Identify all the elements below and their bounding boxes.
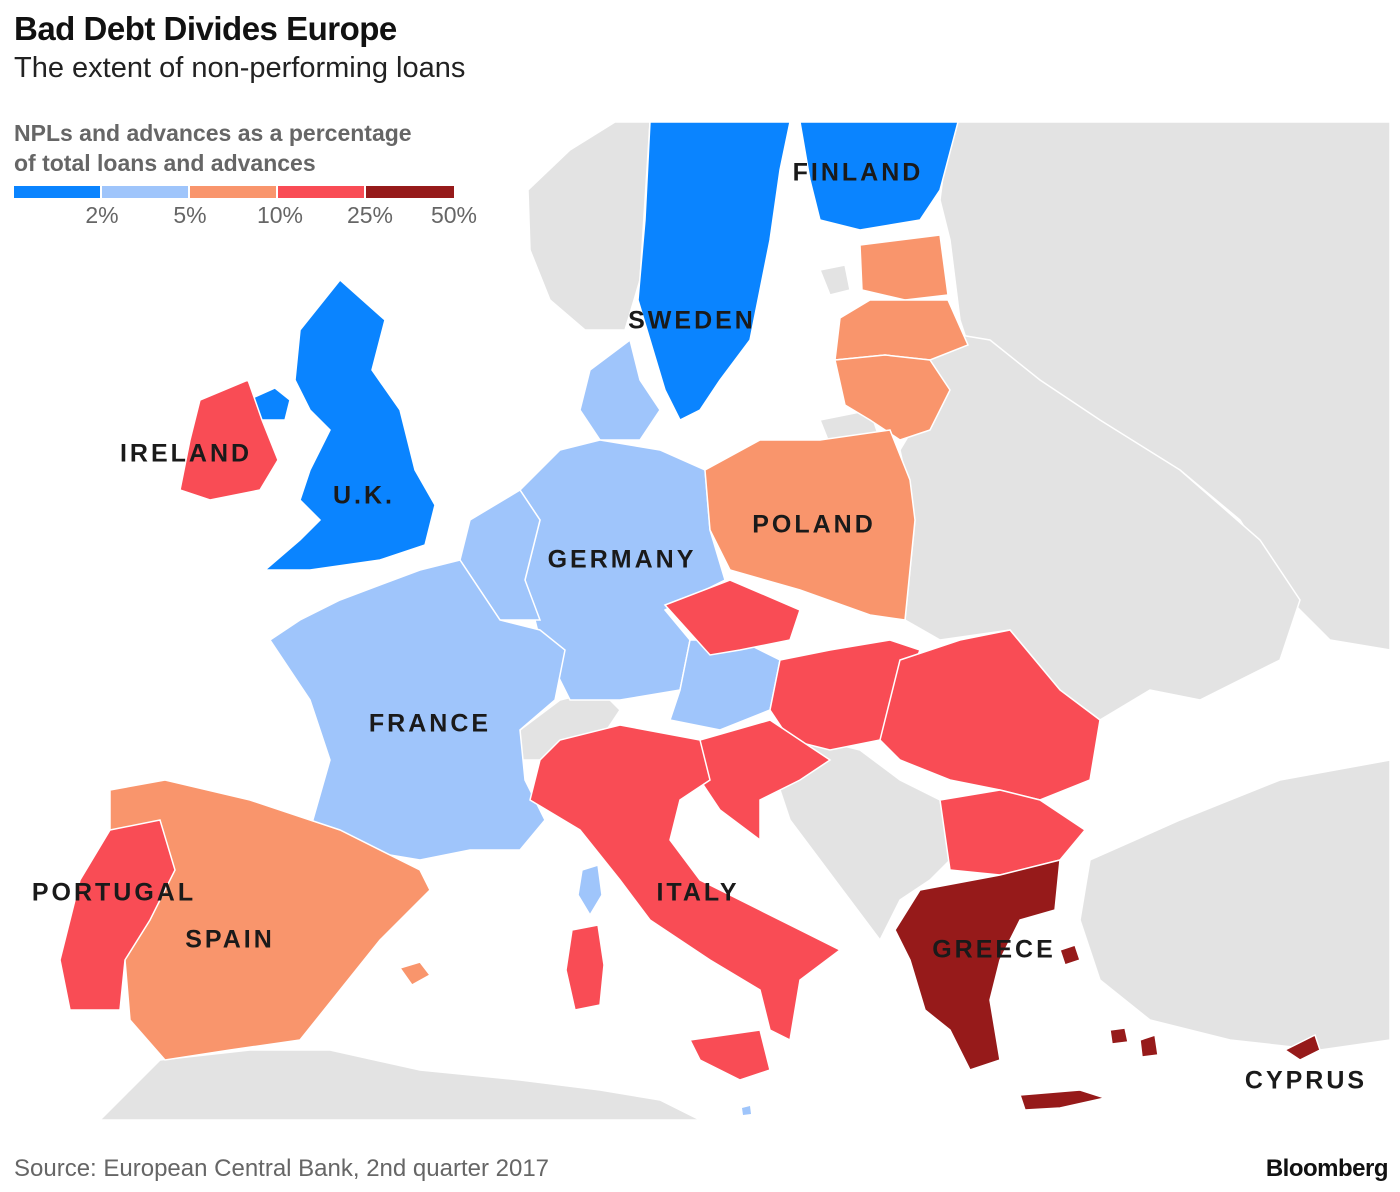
country-czech — [663, 579, 801, 656]
country-sweden — [637, 121, 791, 422]
label-sweden: SWEDEN — [628, 306, 756, 335]
legend: NPLs and advances as a percentage of tot… — [14, 118, 494, 230]
label-cyprus: CYPRUS — [1244, 1066, 1368, 1095]
bin-10-to-25 — [59, 379, 1101, 1081]
country-bulgaria — [939, 789, 1087, 876]
legend-tick-label: 10% — [256, 202, 304, 228]
label-portugal: PORTUGAL — [31, 878, 197, 907]
country-corsica — [577, 864, 603, 917]
chart-title: Bad Debt Divides Europe — [14, 10, 397, 47]
country-croatia-slovenia — [699, 719, 832, 842]
source-note: Source: European Central Bank, 2nd quart… — [14, 1155, 550, 1182]
country-france — [268, 559, 566, 861]
label-italy: ITALY — [656, 878, 740, 907]
bin-2-to-5-minor — [742, 1106, 751, 1115]
label-uk: U.K. — [333, 481, 395, 510]
bin-25-to-50 — [894, 859, 1321, 1111]
country-romania — [879, 629, 1101, 801]
bin-under-2 — [246, 121, 959, 571]
country-uk — [262, 278, 436, 571]
label-france: FRANCE — [368, 709, 492, 738]
country-lithuania — [834, 354, 951, 441]
country-balearic — [398, 961, 432, 986]
country-portugal — [59, 819, 176, 1011]
land-norway — [527, 121, 651, 331]
label-ireland: IRELAND — [119, 439, 253, 468]
country-estonia — [859, 234, 949, 301]
land-baltic-isle — [818, 264, 851, 296]
chart-subtitle: The extent of non-performing loans — [14, 52, 466, 84]
country-greece — [894, 859, 1061, 1071]
land-turkey — [1079, 759, 1391, 1051]
bin-5-to-10 — [109, 234, 970, 1061]
land-north-africa — [98, 1049, 701, 1121]
legend-tick-label: 25% — [346, 202, 394, 228]
legend-title-line1: NPLs and advances as a percentage — [14, 120, 412, 146]
country-italy — [529, 724, 842, 1042]
country-greek-islands — [1059, 944, 1159, 1058]
legend-swatch-5 — [366, 186, 454, 198]
legend-swatch-1 — [14, 186, 100, 198]
country-crete — [1018, 1089, 1108, 1111]
legend-tick-label: 50% — [430, 202, 478, 228]
country-ireland — [179, 379, 279, 501]
country-sardinia — [565, 924, 605, 1011]
country-finland — [799, 121, 959, 231]
legend-tick-label: 5% — [173, 202, 207, 228]
legend-swatch-2 — [102, 186, 188, 198]
bin-2-to-5 — [268, 338, 781, 917]
legend-tick-label: 2% — [85, 202, 119, 228]
country-malta — [742, 1106, 751, 1115]
label-finland: FINLAND — [792, 158, 924, 187]
country-latvia — [834, 299, 970, 361]
legend-title: NPLs and advances as a percentage of tot… — [14, 118, 494, 178]
land-balkans — [769, 739, 951, 942]
country-sicily — [688, 1029, 771, 1081]
legend-ticks: 2% 5% 10% 25% 50% — [14, 202, 494, 230]
label-germany: GERMANY — [547, 545, 697, 574]
legend-bar — [14, 186, 454, 198]
label-greece: GREECE — [932, 935, 1056, 964]
country-denmark — [579, 338, 661, 441]
label-poland: POLAND — [752, 510, 876, 539]
legend-title-line2: of total loans and advances — [14, 150, 316, 176]
brand-logo: Bloomberg — [1265, 1155, 1389, 1182]
label-spain: SPAIN — [185, 925, 275, 954]
legend-swatch-4 — [278, 186, 364, 198]
country-cyprus — [1283, 1033, 1321, 1061]
country-poland — [704, 429, 916, 621]
legend-swatch-3 — [190, 186, 276, 198]
